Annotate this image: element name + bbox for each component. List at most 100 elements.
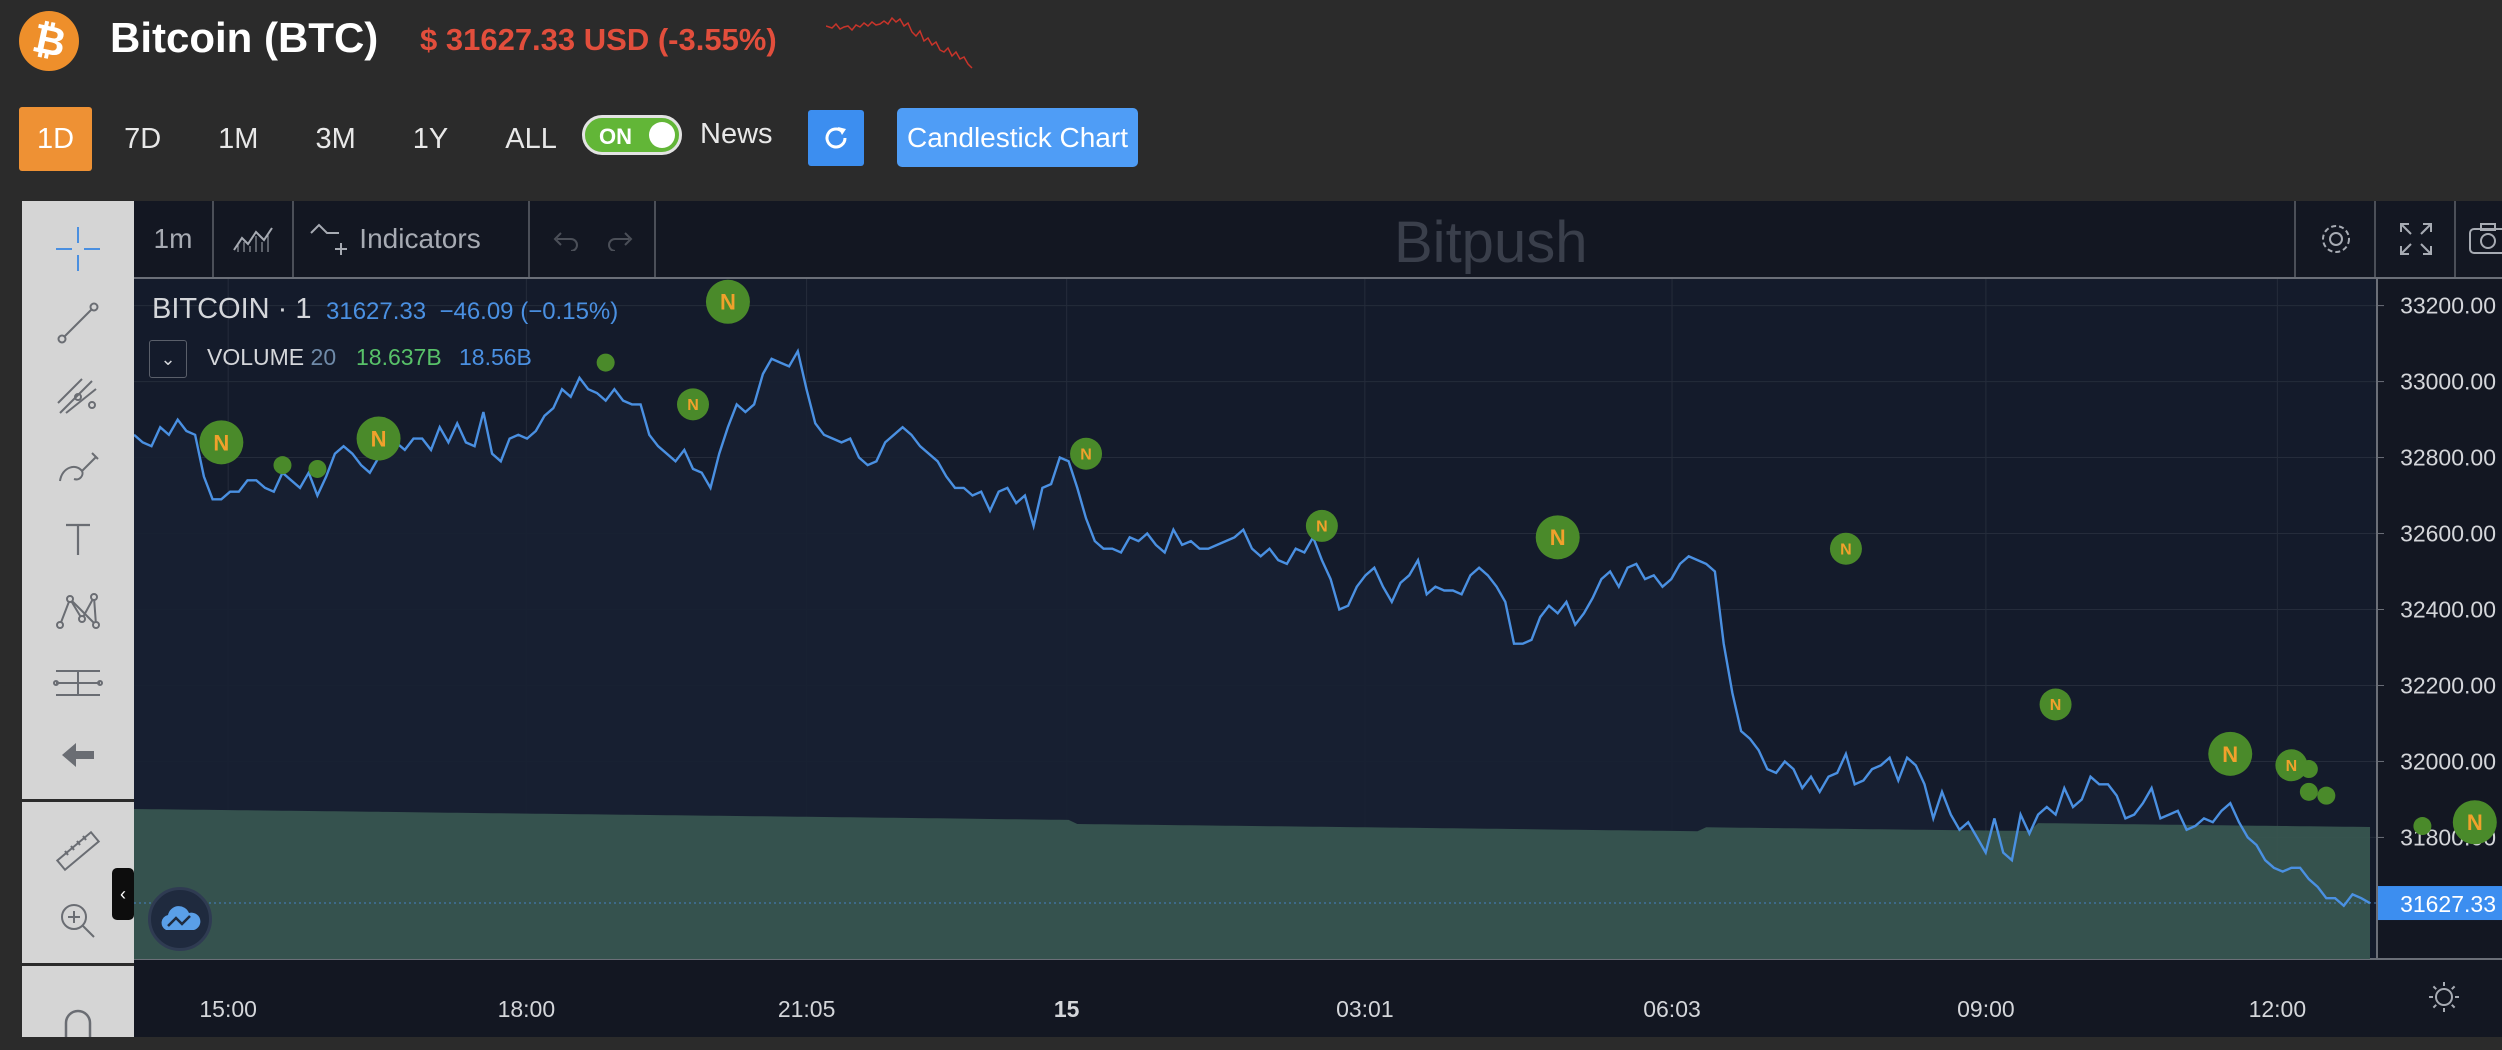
range-button-1y[interactable]: 1Y bbox=[412, 122, 449, 155]
news-toggle[interactable]: ON bbox=[582, 115, 682, 155]
coin-price: $ 31627.33 USD (-3.55%) bbox=[420, 22, 777, 57]
range-button-1m[interactable]: 1M bbox=[218, 122, 259, 155]
x-tick-label: 18:00 bbox=[498, 996, 556, 1022]
news-marker-letter: N bbox=[213, 430, 229, 455]
volume-value-a: 18.637B bbox=[356, 344, 442, 370]
news-marker bbox=[2413, 817, 2432, 836]
news-marker bbox=[2317, 786, 2336, 805]
news-label: News bbox=[700, 118, 773, 150]
news-marker-letter: N bbox=[2286, 758, 2298, 775]
sparkline-chart bbox=[826, 16, 973, 69]
news-marker bbox=[308, 459, 327, 478]
news-marker-letter: N bbox=[2050, 697, 2062, 714]
fullscreen-icon[interactable] bbox=[2378, 201, 2454, 277]
chevron-left-icon: ‹ bbox=[120, 883, 126, 904]
news-marker bbox=[199, 420, 244, 465]
news-marker-letter: N bbox=[1550, 525, 1566, 550]
news-marker-letter: N bbox=[1080, 447, 1092, 464]
text-tool-icon[interactable] bbox=[22, 509, 134, 569]
toolbar-separator bbox=[2454, 201, 2456, 277]
watermark: Bitpush bbox=[1394, 210, 1588, 275]
x-tick-label: 09:00 bbox=[1957, 996, 2015, 1022]
legend-collapse-button[interactable]: ⌄ bbox=[149, 340, 187, 378]
volume-band bbox=[134, 809, 2370, 959]
news-marker bbox=[2039, 688, 2072, 721]
current-price-badge bbox=[2378, 886, 2502, 921]
y-tick-label: 32200.00 bbox=[2400, 672, 2496, 698]
magnet-tool-icon[interactable] bbox=[22, 991, 134, 1037]
range-button-all[interactable]: ALL bbox=[505, 122, 557, 155]
coin-name: Bitcoin (BTC) bbox=[110, 14, 379, 61]
news-marker-letter: N bbox=[2222, 742, 2238, 767]
news-marker bbox=[273, 456, 292, 475]
volume-label: VOLUME 20 bbox=[207, 344, 337, 370]
current-price-label: 31627.33 bbox=[2400, 891, 2496, 917]
x-tick-label: 21:05 bbox=[778, 996, 836, 1022]
news-marker bbox=[1535, 515, 1580, 560]
bitpush-logo-button[interactable] bbox=[148, 887, 212, 951]
y-tick-label: 32600.00 bbox=[2400, 521, 2496, 547]
x-tick-label: 15:00 bbox=[199, 996, 257, 1022]
refresh-button[interactable] bbox=[808, 110, 864, 166]
news-marker bbox=[1305, 509, 1338, 542]
news-marker-letter: N bbox=[371, 426, 387, 451]
news-marker bbox=[2299, 782, 2318, 801]
price-line bbox=[134, 347, 2371, 908]
redo-icon[interactable] bbox=[592, 201, 648, 277]
toolbar-separator bbox=[654, 201, 656, 277]
cloud-chart-icon bbox=[161, 906, 201, 930]
ruler-tool-icon[interactable] bbox=[22, 821, 134, 881]
news-marker bbox=[2275, 749, 2308, 782]
drawing-toolbar: ‹ bbox=[22, 201, 134, 1037]
x-tick-label: 15 bbox=[1054, 996, 1080, 1022]
pattern-tool-icon[interactable] bbox=[22, 581, 134, 641]
fib-tool-icon[interactable] bbox=[22, 365, 134, 425]
toolbar-separator bbox=[292, 201, 294, 277]
range-button-7d[interactable]: 7D bbox=[124, 122, 162, 155]
collapse-toolbar-button[interactable]: ‹ bbox=[112, 868, 134, 920]
zoom-tool-icon[interactable] bbox=[22, 891, 134, 951]
toolbar-separator bbox=[528, 201, 530, 277]
camera-icon[interactable] bbox=[2458, 201, 2502, 277]
undo-icon[interactable] bbox=[538, 201, 594, 277]
range-selector: 1D 7D 1M 3M 1Y ALL bbox=[19, 107, 596, 171]
candlestick-chart-button[interactable]: Candlestick Chart bbox=[897, 108, 1138, 167]
range-button-3m[interactable]: 3M bbox=[315, 122, 356, 155]
indicators-icon bbox=[310, 223, 348, 255]
y-tick-label: 33200.00 bbox=[2400, 293, 2496, 319]
tool-divider bbox=[22, 963, 134, 966]
settings-gear-icon[interactable] bbox=[2298, 201, 2374, 277]
x-axis bbox=[134, 959, 2502, 1037]
bitcoin-logo-icon: ₿ bbox=[19, 11, 79, 71]
legend-values: 31627.33 −46.09 (−0.15%) bbox=[326, 298, 619, 325]
news-marker-letter: N bbox=[720, 290, 736, 315]
toolbar-separator bbox=[212, 201, 214, 277]
x-tick-label: 12:00 bbox=[2249, 996, 2307, 1022]
toggle-knob bbox=[649, 122, 675, 148]
trend-line-tool-icon[interactable] bbox=[22, 293, 134, 353]
brush-tool-icon[interactable] bbox=[22, 437, 134, 497]
indicators-button[interactable]: Indicators bbox=[300, 201, 490, 277]
x-tick-label: 06:03 bbox=[1643, 996, 1701, 1022]
y-tick-label: 32400.00 bbox=[2400, 597, 2496, 623]
news-marker bbox=[2208, 731, 2253, 776]
back-arrow-icon[interactable] bbox=[22, 725, 134, 785]
y-tick-label: 33000.00 bbox=[2400, 369, 2496, 395]
chart-style-icon[interactable] bbox=[214, 201, 292, 277]
measure-levels-tool-icon[interactable] bbox=[22, 653, 134, 713]
price-area-fill bbox=[134, 351, 2370, 959]
range-button-1d[interactable]: 1D bbox=[19, 107, 93, 171]
news-marker-letter: N bbox=[1840, 541, 1852, 558]
x-tick-label: 03:01 bbox=[1336, 996, 1394, 1022]
chart-settings-sun-icon[interactable] bbox=[2429, 982, 2459, 1012]
crosshair-tool-icon[interactable] bbox=[22, 219, 134, 279]
interval-button[interactable]: 1m bbox=[153, 223, 193, 254]
news-marker-letter: N bbox=[1316, 519, 1328, 536]
chart-top-toolbar: 1m Indicators Bitpush bbox=[134, 201, 2502, 279]
news-marker bbox=[596, 353, 615, 372]
price-chart[interactable]: 33200.00 33000.00 32800.00 32600.00 32400.00… bbox=[134, 279, 2502, 1037]
news-marker bbox=[677, 388, 709, 421]
news-marker bbox=[2452, 800, 2497, 845]
chevron-down-icon: ⌄ bbox=[160, 348, 176, 369]
volume-value-b: 18.56B bbox=[459, 344, 532, 370]
